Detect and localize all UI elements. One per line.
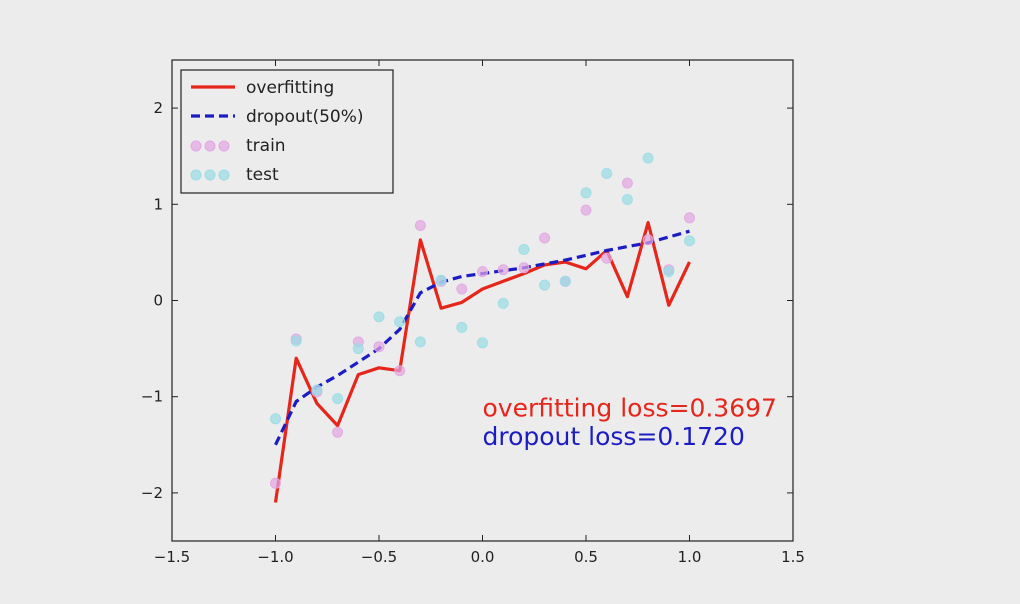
- x-tick-label: 0.0: [471, 548, 495, 566]
- x-tick-label: −0.5: [361, 548, 397, 566]
- train-point: [621, 177, 633, 189]
- train-point: [580, 204, 592, 216]
- test-point: [601, 168, 613, 179]
- legend-swatch-train: [218, 140, 230, 152]
- y-tick-label: 1: [153, 195, 163, 213]
- legend-label-train: train: [246, 136, 286, 156]
- legend-swatch-test: [218, 169, 230, 181]
- legend-label-overfitting: overfitting: [246, 78, 334, 98]
- series-line-overfitting: [273, 221, 691, 503]
- test-point: [290, 335, 302, 347]
- test-point: [539, 279, 551, 291]
- annotation-overfitting-loss: overfitting loss=0.3697: [483, 393, 777, 422]
- test-point: [270, 413, 281, 425]
- legend-label-test: test: [246, 165, 279, 185]
- test-point: [456, 321, 468, 333]
- test-point: [352, 343, 364, 355]
- axis-ticks: −1.5 −1.0 −0.5 0.0 0.5 1.0 1.5 −2 −1 0 1 2: [141, 60, 805, 566]
- annotation-dropout-loss: dropout loss=0.1720: [483, 422, 745, 451]
- train-point: [518, 262, 530, 274]
- train-point: [332, 426, 344, 438]
- test-point: [621, 194, 633, 205]
- x-tick-label: −1.0: [257, 548, 293, 566]
- test-point: [559, 275, 571, 287]
- test-point: [663, 266, 675, 278]
- test-point: [518, 244, 530, 255]
- x-tick-label: 1.0: [678, 548, 702, 566]
- test-point: [684, 235, 695, 247]
- legend-swatch-test: [190, 169, 202, 181]
- legend-swatch-train: [190, 140, 202, 152]
- train-point: [601, 252, 613, 264]
- test-point: [373, 311, 385, 323]
- test-point: [435, 274, 447, 286]
- y-tick-label: −1: [141, 388, 163, 406]
- test-point: [332, 393, 344, 405]
- train-point: [497, 264, 509, 276]
- y-tick-label: 2: [153, 99, 163, 117]
- legend-swatch-train: [204, 140, 216, 152]
- test-point: [414, 336, 426, 348]
- train-point: [270, 477, 281, 489]
- test-point: [497, 297, 509, 309]
- y-tick-label: −2: [141, 484, 163, 502]
- test-point: [311, 384, 323, 396]
- test-point: [477, 337, 488, 349]
- legend: overfitting dropout(50%) train test: [180, 69, 394, 194]
- legend-swatch-test: [204, 169, 216, 181]
- train-point: [684, 212, 695, 224]
- train-point: [539, 232, 551, 244]
- y-tick-label: 0: [153, 292, 163, 310]
- test-point: [580, 187, 592, 199]
- x-tick-label: 1.5: [781, 548, 805, 566]
- train-point: [373, 341, 385, 353]
- x-tick-label: −1.5: [154, 548, 190, 566]
- train-point: [394, 365, 406, 377]
- test-point: [642, 152, 654, 164]
- train-point: [477, 266, 488, 278]
- train-point: [414, 220, 426, 231]
- train-point: [642, 234, 654, 246]
- x-tick-label: 0.5: [574, 548, 598, 566]
- scatter-layer: [270, 152, 695, 489]
- train-point: [456, 283, 468, 295]
- legend-label-dropout: dropout(50%): [246, 107, 364, 127]
- test-point: [394, 316, 406, 328]
- legend-box: [180, 69, 394, 194]
